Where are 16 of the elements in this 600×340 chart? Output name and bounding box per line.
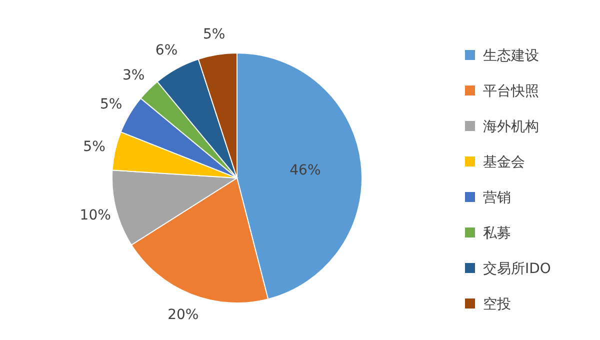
legend-label: 平台快照 xyxy=(483,83,539,100)
legend-label: 交易所IDO xyxy=(483,260,551,277)
legend-label: 私募 xyxy=(483,225,511,242)
data-label: 5% xyxy=(100,96,122,112)
data-label: 46% xyxy=(290,162,321,178)
data-label: 6% xyxy=(155,42,178,59)
data-label: 10% xyxy=(80,207,111,224)
data-label: 5% xyxy=(83,138,106,155)
data-label: 5% xyxy=(203,26,226,42)
legend-label: 生态建设 xyxy=(483,48,539,64)
legend-label: 营销 xyxy=(483,190,511,206)
data-label: 20% xyxy=(168,306,199,323)
data-label: 3% xyxy=(122,67,145,84)
legend-label: 基金会 xyxy=(483,154,525,170)
legend-label: 海外机构 xyxy=(483,118,539,135)
legend-label: 空投 xyxy=(483,296,511,312)
